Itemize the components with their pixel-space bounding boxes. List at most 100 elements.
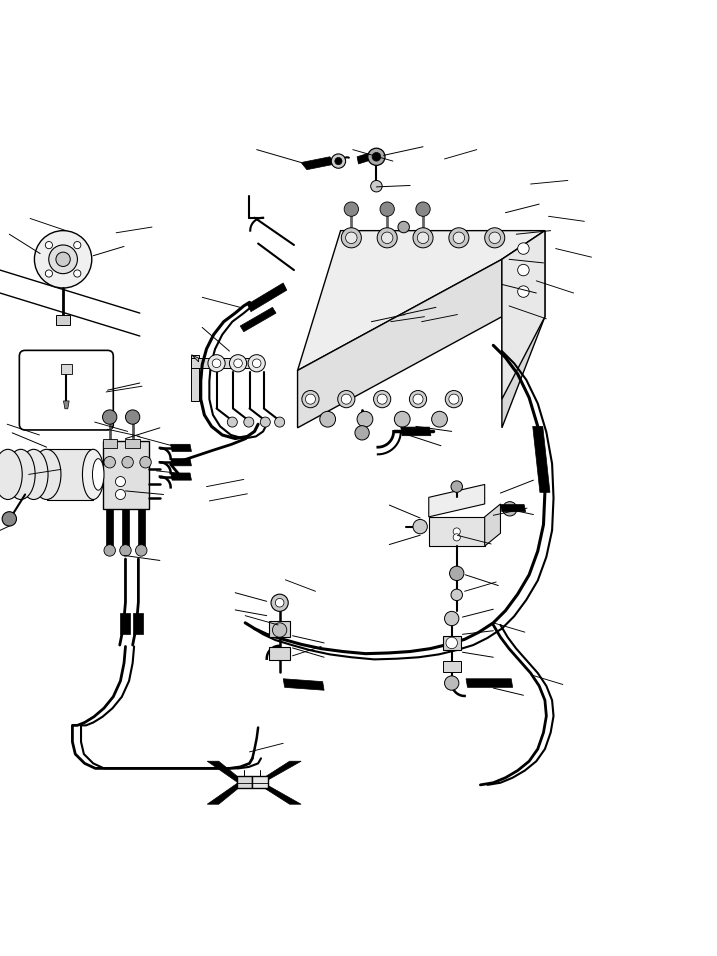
Circle shape [503, 502, 517, 516]
Circle shape [45, 242, 52, 249]
Circle shape [56, 252, 70, 267]
Circle shape [338, 391, 355, 408]
Circle shape [125, 410, 140, 424]
Circle shape [120, 545, 131, 556]
Polygon shape [301, 157, 336, 170]
Circle shape [136, 545, 147, 556]
Polygon shape [122, 509, 129, 549]
Circle shape [49, 245, 77, 273]
Polygon shape [466, 679, 513, 687]
Circle shape [302, 391, 319, 408]
Circle shape [451, 589, 462, 600]
Circle shape [122, 457, 133, 468]
Circle shape [445, 391, 462, 408]
Circle shape [320, 411, 336, 427]
Polygon shape [256, 761, 301, 783]
Circle shape [453, 528, 460, 535]
Ellipse shape [6, 449, 35, 500]
Polygon shape [191, 355, 199, 362]
Circle shape [335, 158, 342, 164]
Bar [269, 647, 290, 661]
Ellipse shape [19, 449, 48, 500]
Circle shape [305, 394, 315, 404]
Bar [443, 661, 461, 672]
Polygon shape [207, 761, 245, 783]
Bar [125, 440, 140, 447]
Circle shape [34, 230, 92, 288]
Circle shape [357, 411, 373, 427]
Polygon shape [240, 308, 276, 332]
Circle shape [104, 545, 115, 556]
Circle shape [381, 232, 393, 244]
Circle shape [453, 533, 460, 541]
Bar [56, 315, 70, 325]
Bar [252, 775, 268, 789]
Circle shape [212, 359, 221, 368]
Circle shape [208, 355, 225, 372]
Circle shape [445, 612, 459, 626]
Circle shape [409, 391, 427, 408]
Polygon shape [298, 259, 502, 428]
Polygon shape [171, 445, 191, 451]
Circle shape [234, 359, 242, 368]
Circle shape [449, 394, 459, 404]
Circle shape [380, 202, 394, 216]
Circle shape [115, 477, 125, 487]
Circle shape [275, 598, 284, 607]
Bar [443, 636, 461, 650]
Ellipse shape [92, 459, 104, 490]
Circle shape [450, 566, 464, 580]
Polygon shape [191, 355, 199, 402]
Ellipse shape [32, 449, 61, 500]
Polygon shape [106, 509, 113, 549]
Bar [103, 440, 117, 447]
Circle shape [344, 202, 358, 216]
Circle shape [518, 243, 529, 254]
Circle shape [355, 425, 369, 440]
Circle shape [248, 355, 265, 372]
Circle shape [104, 457, 115, 468]
Circle shape [413, 394, 423, 404]
Polygon shape [298, 230, 545, 371]
Polygon shape [485, 504, 500, 546]
Circle shape [394, 411, 410, 427]
Circle shape [103, 410, 117, 424]
Circle shape [417, 232, 429, 244]
Polygon shape [171, 459, 191, 466]
Circle shape [346, 232, 357, 244]
Polygon shape [401, 427, 431, 436]
Polygon shape [171, 473, 191, 480]
Circle shape [413, 228, 433, 248]
Circle shape [341, 228, 361, 248]
Polygon shape [133, 613, 143, 635]
Circle shape [2, 511, 16, 526]
Polygon shape [247, 283, 287, 312]
Bar [269, 621, 290, 638]
Circle shape [115, 489, 125, 499]
Polygon shape [120, 613, 130, 635]
Polygon shape [429, 485, 485, 517]
Circle shape [331, 154, 346, 168]
Circle shape [227, 417, 237, 427]
Polygon shape [256, 783, 301, 804]
Polygon shape [357, 152, 374, 164]
Circle shape [74, 270, 81, 277]
Circle shape [229, 355, 247, 372]
Circle shape [416, 202, 430, 216]
Circle shape [260, 417, 270, 427]
Circle shape [252, 359, 261, 368]
Circle shape [445, 676, 459, 690]
Circle shape [485, 228, 505, 248]
Circle shape [372, 153, 381, 162]
Circle shape [272, 623, 287, 638]
Circle shape [432, 411, 447, 427]
Circle shape [518, 286, 529, 297]
Polygon shape [138, 509, 145, 549]
Ellipse shape [82, 449, 104, 500]
Circle shape [140, 457, 151, 468]
Circle shape [489, 232, 500, 244]
Circle shape [244, 417, 254, 427]
Circle shape [371, 181, 382, 192]
Polygon shape [47, 449, 93, 499]
Circle shape [275, 417, 285, 427]
